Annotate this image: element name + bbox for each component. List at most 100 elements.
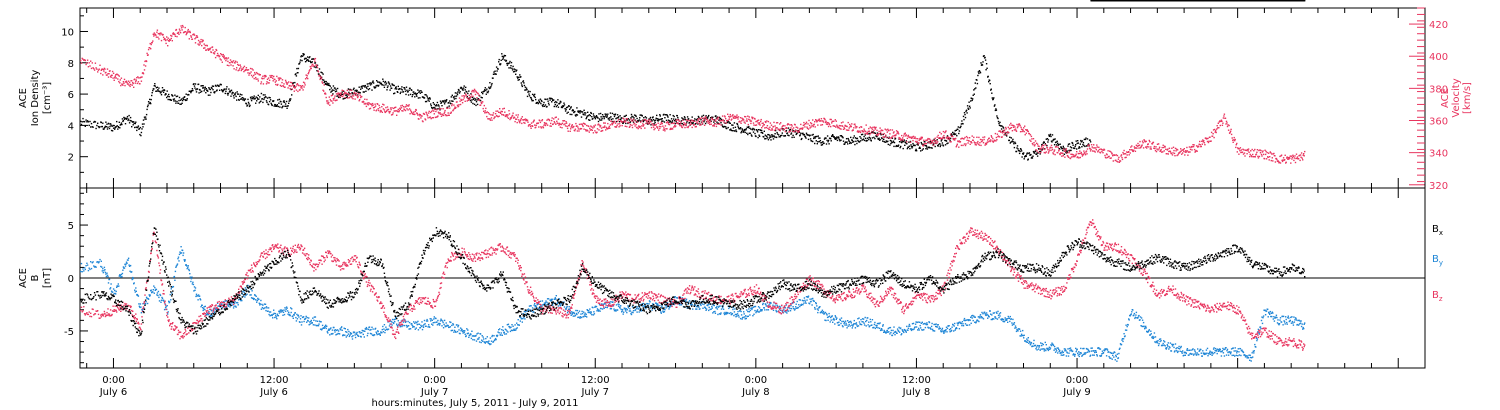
velocity-series-point: [386, 106, 389, 108]
ion-density-series-point: [462, 89, 464, 91]
velocity-series-point: [634, 125, 636, 127]
ion-density-series-point: [621, 117, 623, 119]
velocity-series-point: [830, 118, 832, 121]
by-series-point: [139, 303, 142, 305]
ion-density-series-point: [654, 121, 656, 124]
velocity-series-point: [400, 105, 402, 107]
ion-density-series-point: [825, 137, 827, 139]
ion-density-series-point: [1022, 153, 1024, 155]
velocity-series-point: [508, 113, 511, 115]
ion-density-series-point: [1067, 145, 1069, 147]
velocity-series-point: [585, 130, 587, 132]
velocity-series-point: [440, 108, 442, 110]
ion-density-series-point: [529, 90, 531, 93]
velocity-series-point: [94, 62, 97, 64]
ion-density-series-point: [125, 118, 128, 120]
ion-density-series-point: [1046, 144, 1048, 147]
velocity-series-point: [1290, 155, 1293, 157]
velocity-series-point: [960, 144, 963, 147]
by-series-point: [107, 275, 109, 278]
ion-density-series-point: [137, 125, 140, 127]
velocity-series-point: [648, 123, 650, 125]
ion-density-series-point: [314, 62, 317, 64]
ion-density-series-point: [652, 116, 654, 118]
ion-density-series-point: [460, 87, 463, 89]
velocity-series-point: [346, 93, 348, 95]
ion-density-series-point: [719, 117, 722, 120]
velocity-series-point: [603, 122, 605, 124]
velocity-series-point: [214, 56, 217, 59]
ion-density-series-point: [747, 133, 749, 136]
velocity-series-point: [561, 127, 563, 129]
velocity-series-point: [717, 116, 720, 119]
velocity-series-point: [1123, 153, 1126, 155]
ion-density-series-point: [290, 98, 292, 100]
velocity-series-point: [268, 82, 270, 84]
velocity-series-point: [494, 116, 496, 118]
ion-density-series-point: [966, 112, 968, 114]
velocity-series-point: [966, 139, 968, 141]
velocity-series-point: [699, 117, 702, 120]
ion-density-series-point: [877, 138, 880, 140]
velocity-series-point: [287, 87, 289, 89]
velocity-series-point: [134, 78, 136, 80]
velocity-series-point: [732, 114, 734, 116]
ion-density-series-point: [1010, 141, 1012, 143]
ion-density-series-point: [277, 105, 280, 108]
by-series-point: [125, 263, 127, 265]
velocity-series-point: [1226, 125, 1229, 128]
velocity-series-point: [523, 121, 525, 124]
ion-density-series-point: [791, 136, 793, 139]
velocity-series-point: [261, 78, 264, 80]
ion-density-series-point: [500, 59, 502, 61]
velocity-series-point: [306, 75, 308, 77]
velocity-series-point: [207, 48, 209, 50]
ion-density-series-point: [861, 139, 863, 141]
velocity-series-point: [144, 65, 147, 67]
ion-density-series-point: [167, 95, 169, 97]
velocity-series-point: [1067, 156, 1070, 158]
velocity-series-point: [535, 126, 537, 129]
ion-density-series-point: [523, 84, 526, 87]
velocity-series-point: [941, 137, 944, 140]
ion-density-series-point: [475, 104, 477, 107]
ion-density-series-point: [588, 114, 590, 116]
ion-density-series-point: [942, 144, 944, 146]
ion-density-series-point: [711, 116, 713, 118]
velocity-series-point: [1173, 149, 1175, 152]
ion-density-series-point: [805, 137, 807, 139]
velocity-series-point: [153, 32, 155, 34]
velocity-series-point: [390, 114, 393, 116]
ion-density-series-point: [364, 86, 366, 88]
ion-density-series-point: [908, 141, 910, 143]
ion-density-series-point: [366, 87, 368, 90]
velocity-series-point: [1086, 148, 1089, 150]
velocity-series-point: [885, 129, 887, 131]
velocity-series-point: [249, 67, 252, 70]
velocity-series-point: [1080, 151, 1082, 154]
velocity-series-point: [127, 80, 130, 82]
velocity-series-point: [142, 73, 145, 75]
ion-density-series-point: [1069, 146, 1072, 148]
velocity-series-point: [126, 81, 128, 84]
ion-density-series-point: [770, 134, 773, 136]
ion-density-series-point: [245, 103, 248, 105]
velocity-series-point: [1133, 146, 1136, 148]
velocity-series-point: [879, 127, 881, 129]
ion-density-series-point: [605, 113, 607, 115]
velocity-series-point: [388, 112, 391, 114]
ion-density-series-point: [572, 109, 574, 112]
ion-density-series-point: [743, 131, 745, 133]
velocity-series-point: [101, 68, 103, 70]
velocity-series-point: [1106, 154, 1108, 156]
velocity-series-point: [162, 33, 164, 36]
ion-density-series-point: [526, 95, 529, 98]
ion-density-series-point: [752, 131, 755, 133]
ion-density-series-point: [1082, 143, 1084, 146]
velocity-series-point: [1129, 152, 1131, 154]
ion-density-series-point: [202, 85, 204, 87]
ion-density-series-point: [292, 82, 294, 84]
velocity-series-point: [1064, 150, 1067, 152]
velocity-series-point: [1282, 157, 1285, 159]
ion-density-series-point: [963, 112, 966, 114]
